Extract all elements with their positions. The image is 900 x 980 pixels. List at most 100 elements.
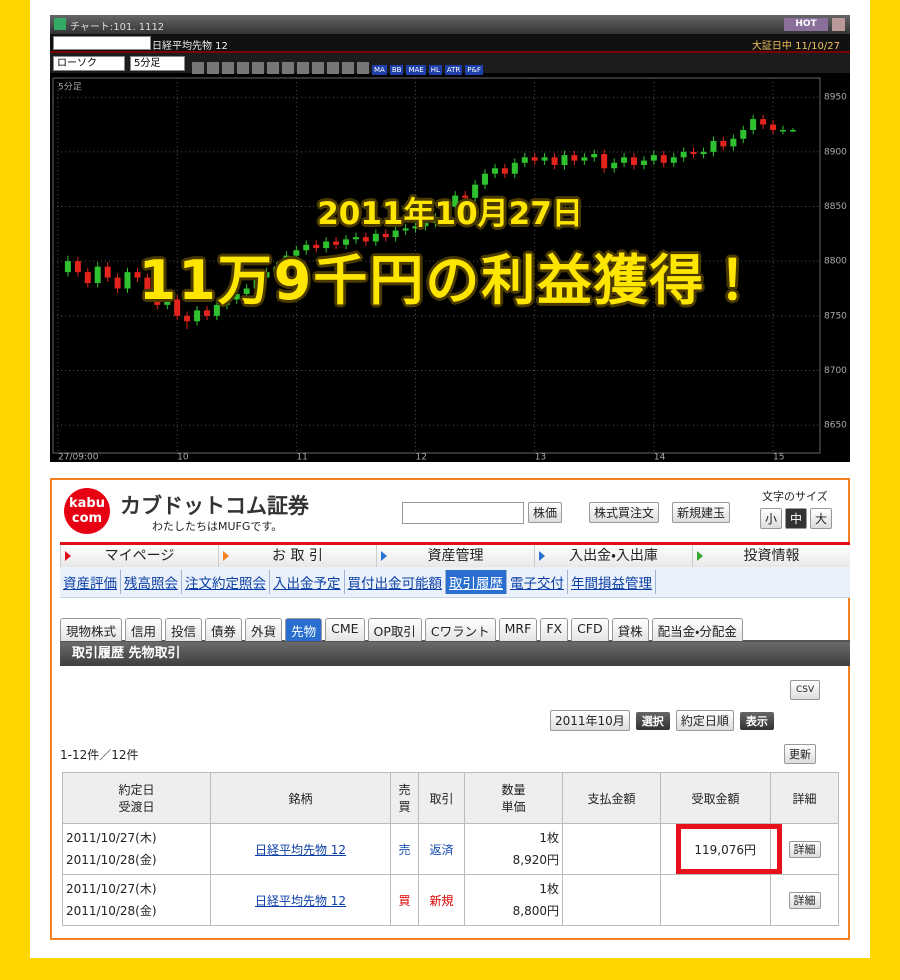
toolbar-button[interactable]: ATR — [444, 65, 463, 75]
sub-nav-link[interactable]: 残高照会 — [121, 570, 182, 594]
candle-body — [561, 155, 568, 165]
header-text: 詳細 — [792, 791, 817, 806]
toolbar-button[interactable]: HL — [428, 65, 442, 75]
tab[interactable]: 投信 — [165, 618, 203, 641]
tab[interactable]: MRF — [498, 618, 538, 641]
header-text: 取引 — [429, 791, 454, 806]
x-tick-label: 11 — [296, 453, 307, 463]
toolbar-icon[interactable] — [342, 61, 354, 74]
nav-item[interactable]: 入出金・入出庫 — [534, 545, 692, 567]
toolbar-icon[interactable] — [297, 61, 309, 74]
detail-button[interactable]: 詳細 — [788, 892, 821, 909]
month-select[interactable]: 2011年10月 — [550, 710, 630, 731]
toolbar-button[interactable]: MA — [372, 65, 387, 75]
candle-body — [84, 272, 91, 284]
sub-nav-link[interactable]: 電子交付 — [507, 570, 568, 594]
x-tick-label: 12 — [416, 453, 427, 463]
side-cell: 買 — [390, 874, 419, 926]
nav-item[interactable]: マイページ — [60, 545, 218, 567]
tab[interactable]: FX — [540, 618, 569, 641]
search-button[interactable]: 株価 — [528, 502, 563, 523]
tagline: わたしたちはMUFGです。 — [152, 520, 283, 533]
candle-body — [541, 157, 548, 161]
toolbar: ローソク 5分足 MA BB MAE HL ATR P&F — [50, 53, 850, 75]
toolbar-icon[interactable] — [207, 61, 219, 74]
toolbar-icon[interactable] — [267, 61, 279, 74]
header-text: 受渡日 — [118, 800, 155, 814]
close-button[interactable] — [832, 18, 845, 31]
main-nav: マイページお 取 引資産管理 入出金・入出庫 投資情報 — [60, 542, 850, 568]
toolbar-icon[interactable] — [252, 61, 264, 74]
nav-item[interactable]: 資産管理 — [376, 545, 534, 567]
nav-item[interactable]: お 取 引 — [218, 545, 376, 567]
toolbar-icon[interactable] — [237, 61, 249, 74]
received-text: 119,076円 — [694, 842, 756, 857]
font-size-button[interactable]: 大 — [810, 508, 833, 529]
candle-body — [760, 119, 767, 125]
tab[interactable]: 現物株式 — [60, 618, 123, 641]
sub-nav-link[interactable]: 注文約定照会 — [182, 570, 270, 594]
refresh-button[interactable]: 更新 — [784, 744, 816, 764]
interval-select[interactable]: 5分足 — [130, 56, 185, 71]
candle-body — [720, 140, 727, 147]
buy-button[interactable]: 株式買注文 — [589, 502, 660, 523]
tab[interactable]: OP取引 — [367, 618, 422, 641]
font-size-button[interactable]: 小 — [760, 508, 783, 529]
new-position-button[interactable]: 新規建玉 — [672, 502, 731, 523]
toolbar-icon[interactable] — [312, 61, 324, 74]
symbol-input[interactable] — [53, 36, 151, 50]
sub-nav-link[interactable]: 取引履歴 — [446, 570, 507, 594]
header-text: 受取金額 — [691, 791, 740, 806]
tab[interactable]: 債券 — [205, 618, 243, 641]
sub-nav-link[interactable]: 資産評価 — [60, 570, 121, 594]
candle-body — [362, 237, 369, 242]
sub-nav-link[interactable]: 買付出金可能額 — [345, 570, 446, 594]
font-size-buttons: 小中大 — [760, 508, 833, 529]
chart-type-select[interactable]: ローソク — [53, 56, 125, 71]
toolbar-button[interactable]: BB — [389, 65, 404, 75]
symbol-bar: 日経平均先物 12 大証日中 11/10/27 — [50, 34, 850, 53]
toolbar-button[interactable]: MAE — [406, 65, 426, 75]
select-button[interactable]: 選択 — [635, 711, 670, 730]
search-input[interactable] — [402, 502, 524, 524]
font-size-button[interactable]: 中 — [785, 508, 808, 529]
header-text: 約定日 — [118, 783, 155, 797]
toolbar-icon[interactable] — [192, 61, 204, 74]
nav-item[interactable]: 投資情報 — [692, 545, 850, 567]
logo[interactable]: kabu com — [64, 488, 110, 534]
tab[interactable]: 配当金・分配金 — [651, 618, 743, 641]
detail-button[interactable]: 詳細 — [788, 841, 821, 858]
y-tick-label: 8800 — [824, 257, 847, 267]
sub-nav-link[interactable]: 入出金予定 — [270, 570, 345, 594]
tab[interactable]: 先物 — [285, 618, 323, 641]
tab[interactable]: CFD — [571, 618, 609, 641]
csv-button[interactable]: CSV — [790, 680, 821, 700]
tab[interactable]: CME — [325, 618, 365, 641]
tab[interactable]: 外貨 — [245, 618, 283, 641]
header-cell: 数量 単価 — [464, 772, 563, 824]
toolbar-icon[interactable] — [327, 61, 339, 74]
toolbar-button[interactable]: P&F — [465, 65, 483, 75]
show-button[interactable]: 表示 — [739, 711, 774, 730]
toolbar-icon[interactable] — [357, 61, 369, 74]
tab[interactable]: 信用 — [125, 618, 163, 641]
candle-body — [293, 250, 300, 256]
toolbar-icon[interactable] — [222, 61, 234, 74]
x-tick-label: 13 — [535, 453, 546, 463]
order-select[interactable]: 約定日順 — [675, 710, 734, 731]
hot-button[interactable]: HOT — [784, 18, 828, 31]
chart-label: 5分足 — [58, 82, 82, 93]
candle-body — [591, 154, 598, 158]
tab[interactable]: Cワラント — [424, 618, 496, 641]
issue-link[interactable]: 日経平均先物 12 — [254, 893, 347, 908]
y-tick-label: 8900 — [824, 147, 847, 157]
sub-nav-link[interactable]: 年間損益管理 — [568, 570, 656, 594]
candle-body — [531, 157, 538, 161]
date-cell: 2011/10/27(木) 2011/10/28(金) — [62, 874, 211, 926]
toolbar-icon[interactable] — [282, 61, 294, 74]
tab[interactable]: 貸株 — [611, 618, 649, 641]
candle-body — [323, 241, 330, 249]
candle-body — [422, 222, 429, 227]
candle-body — [313, 244, 320, 249]
issue-link[interactable]: 日経平均先物 12 — [254, 842, 347, 857]
